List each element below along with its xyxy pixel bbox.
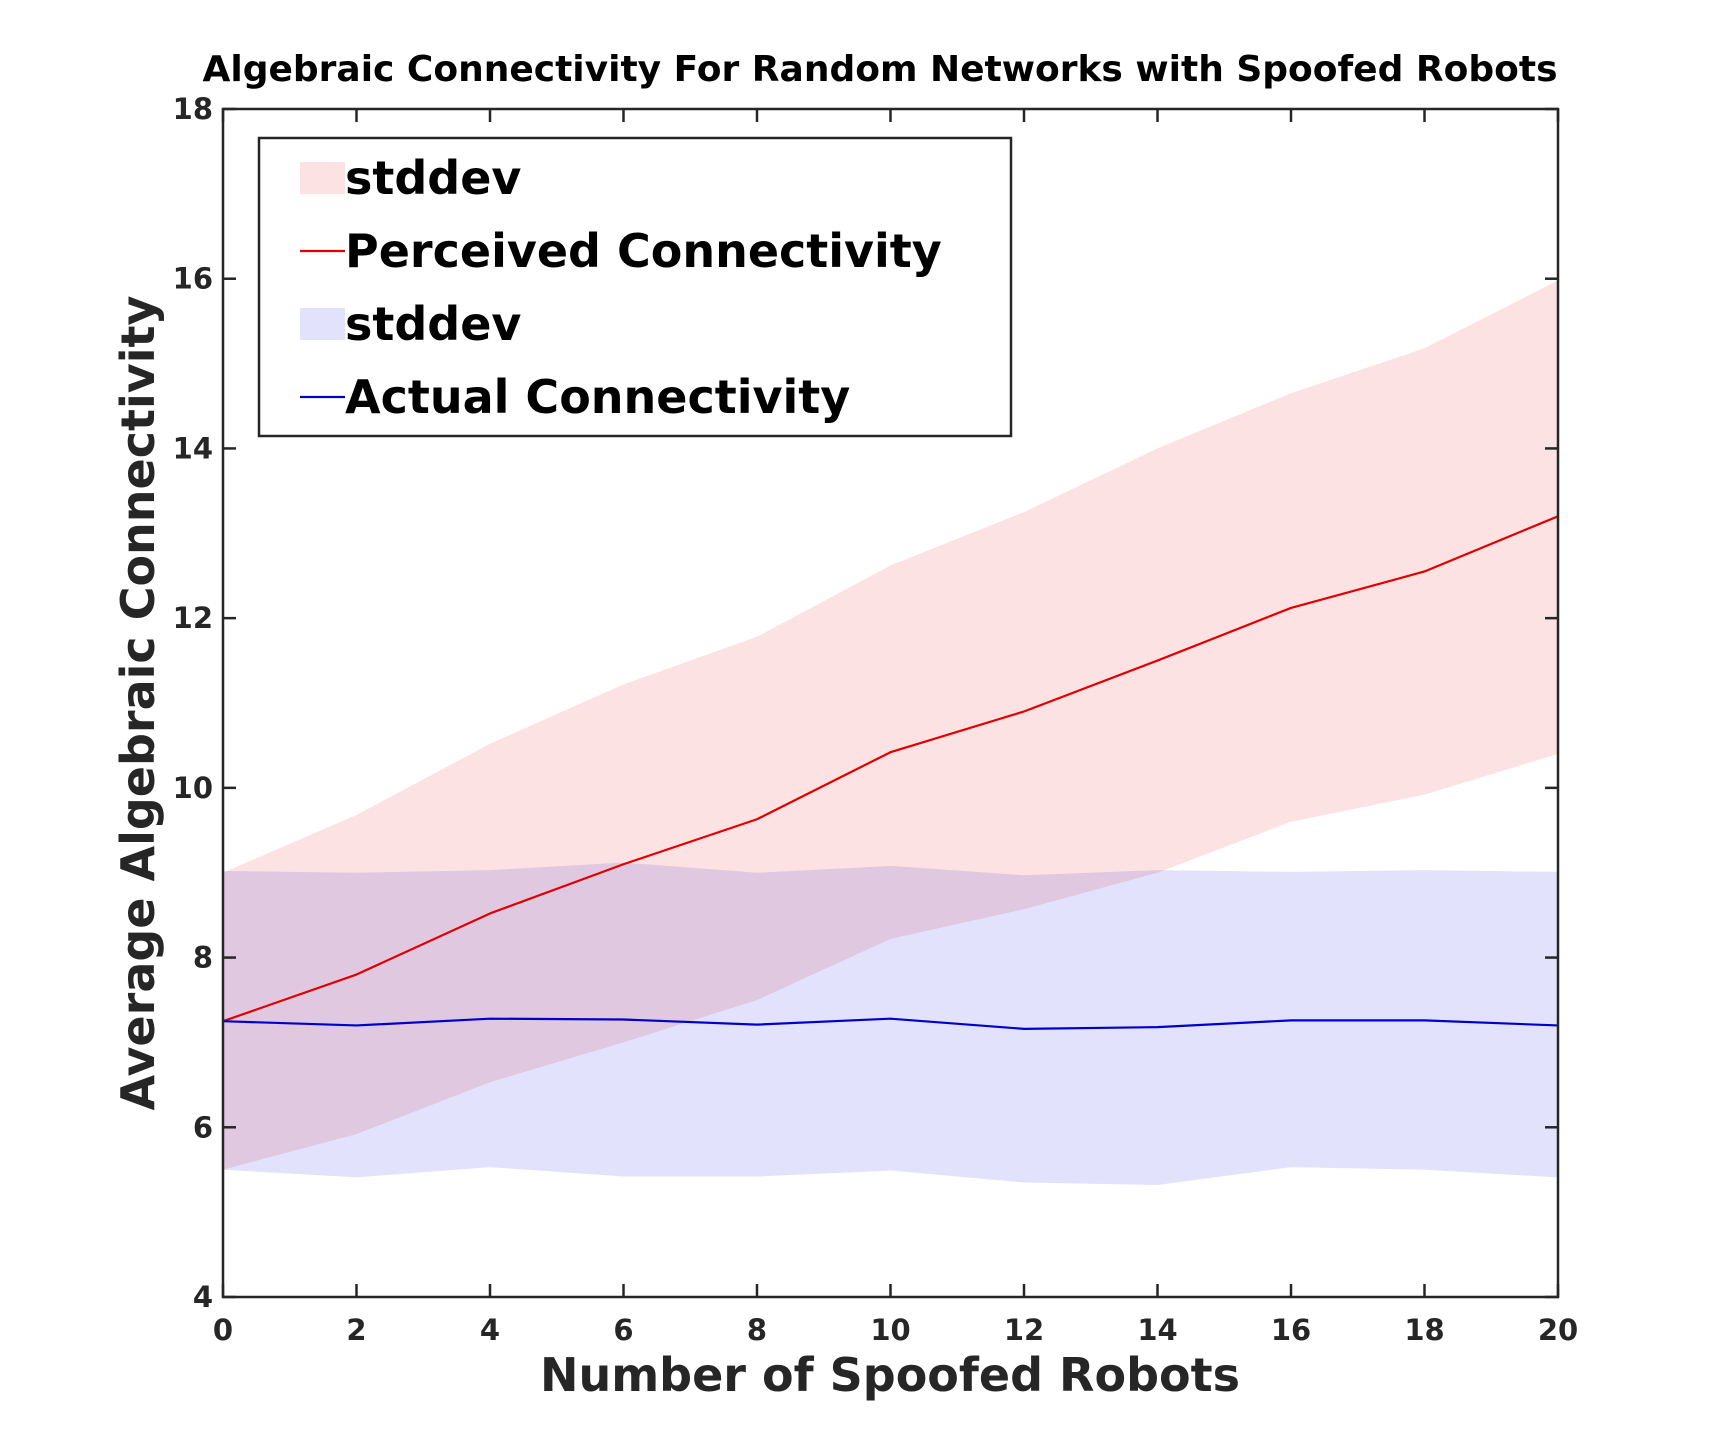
x-axis-ticks: 0 2 4 6 8 10 12 14 16 18 20: [213, 109, 1578, 1347]
y-tick-label: 12: [173, 601, 213, 635]
y-tick-label: 18: [173, 92, 213, 126]
legend-label-perceived-connectivity: Perceived Connectivity: [345, 224, 942, 278]
legend-swatch-stddev: [300, 162, 345, 194]
perceived-connectivity-line: [222, 515, 1559, 1023]
x-tick-label: 4: [480, 1313, 500, 1347]
y-axis-label: Average Algebraic Connectivity: [111, 295, 165, 1110]
x-tick-label: 0: [213, 1313, 233, 1347]
x-tick-label: 6: [613, 1313, 633, 1347]
y-axis-ticks: 4 6 8 10 12 14 16 18: [173, 92, 1558, 1314]
y-tick-label: 8: [193, 941, 213, 975]
x-tick-label: 12: [1004, 1313, 1044, 1347]
x-tick-label: 18: [1404, 1313, 1444, 1347]
x-tick-label: 8: [747, 1313, 767, 1347]
legend-box: [257, 136, 1013, 438]
x-tick-label: 16: [1271, 1313, 1311, 1347]
legend-label-stddev: stddev: [345, 297, 521, 351]
y-tick-label: 4: [193, 1280, 213, 1314]
y-tick-label: 10: [173, 771, 213, 805]
x-tick-label: 14: [1137, 1313, 1177, 1347]
stddev-bands: [223, 280, 1558, 1185]
x-tick-label: 20: [1538, 1313, 1578, 1347]
x-tick-label: 10: [870, 1313, 910, 1347]
chart-title: Algebraic Connectivity For Random Networ…: [203, 49, 1558, 90]
actual-connectivity-stddev-band: [223, 862, 1558, 1185]
y-tick-label: 6: [193, 1110, 213, 1144]
actual-connectivity-line: [222, 1017, 1559, 1030]
x-tick-label: 2: [346, 1313, 366, 1347]
series-lines: [222, 515, 1559, 1030]
legend-label-actual-connectivity: Actual Connectivity: [345, 370, 850, 424]
y-tick-label: 14: [173, 431, 213, 465]
legend-label-stddev: stddev: [345, 151, 521, 205]
legend-swatch-stddev: [300, 308, 345, 340]
legend: stddev Perceived Connectivity stddev Actual…: [257, 136, 1013, 438]
y-tick-label: 16: [173, 262, 213, 296]
x-axis-label: Number of Spoofed Robots: [540, 1348, 1240, 1402]
